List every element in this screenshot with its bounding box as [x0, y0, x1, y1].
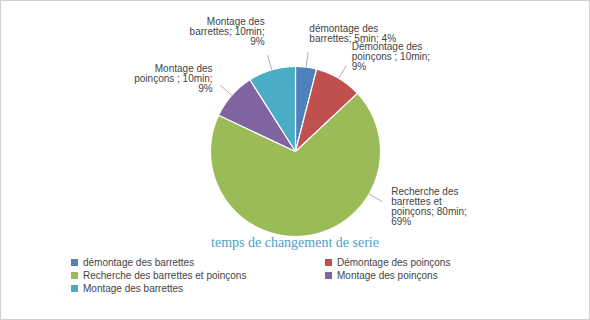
svg-text:Montage desbarrettes; 10min;9%: Montage desbarrettes; 10min;9% [190, 16, 265, 47]
html-text:Recherche des barrettes et poi: Recherche des barrettes et poinçons [83, 270, 247, 281]
html-text:démontage des: démontage des [309, 22, 379, 34]
html-text:démontage des barrettes: démontage des barrettes [83, 257, 195, 268]
html-text:Démontage des poinçons: Démontage des poinçons [337, 257, 451, 268]
svg-text:Montage despoinçons ; 10min;9%: Montage despoinçons ; 10min;9% [134, 63, 212, 94]
html-text:barrettes; 5min; 4%: barrettes; 5min; 4% [309, 32, 397, 44]
html-text:temps de changement de serie: temps de changement de serie [211, 235, 379, 250]
html-text:Montage des poinçons: Montage des poinçons [337, 270, 438, 281]
html-text:Montage des barrettes: Montage des barrettes [83, 283, 184, 294]
svg-text:Recherche desbarrettes etpoinç: Recherche desbarrettes etpoinçons; 80min… [391, 186, 467, 227]
svg-text:Démontage despoinçons ; 10min;: Démontage despoinçons ; 10min;9% [352, 41, 430, 72]
